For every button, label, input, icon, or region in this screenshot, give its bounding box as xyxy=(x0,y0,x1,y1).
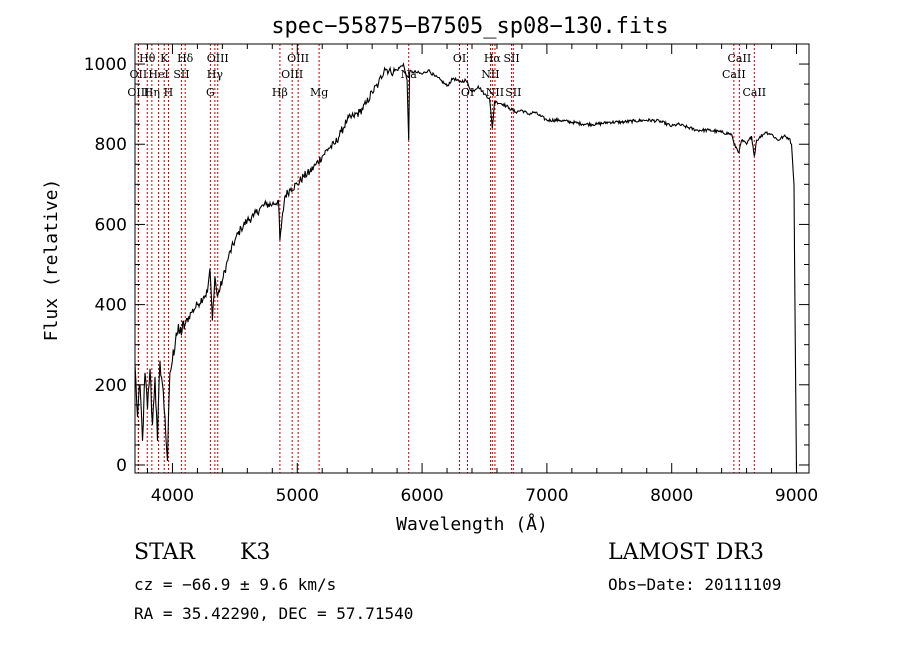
cz-label: cz = xyxy=(134,575,183,594)
line-label: OI xyxy=(453,52,466,65)
y-tick-label: 0 xyxy=(116,456,127,476)
object-class: STAR xyxy=(134,540,195,565)
x-tick-label: 7000 xyxy=(525,486,568,506)
line-label: Hγ xyxy=(207,68,224,81)
chart-title: spec−55875−B7505_sp08−130.fits xyxy=(271,14,668,39)
line-label: OI xyxy=(461,86,474,99)
line-label: Hβ xyxy=(272,86,288,99)
line-label: HeI xyxy=(148,68,168,81)
object-subclass: K3 xyxy=(240,540,271,565)
y-tick-label: 600 xyxy=(95,215,127,235)
redshift-info: cz = −66.9 ± 9.6 km/s xyxy=(134,575,336,594)
y-tick-label: 400 xyxy=(95,296,127,316)
survey-name: LAMOST DR3 xyxy=(608,540,764,565)
line-label: CaII xyxy=(722,68,746,81)
line-label: K xyxy=(160,52,169,65)
line-label: OII xyxy=(130,68,148,81)
y-tick-label: 200 xyxy=(95,376,127,396)
x-tick-label: 8000 xyxy=(650,486,693,506)
line-label: H xyxy=(164,86,174,99)
flux-series-line xyxy=(134,62,798,474)
line-label: OIII xyxy=(287,52,309,65)
line-label: G xyxy=(206,86,215,99)
y-tick-label: 1000 xyxy=(84,55,127,75)
line-label: CaII xyxy=(742,86,766,99)
line-label: SII xyxy=(505,86,521,99)
line-label: OIII xyxy=(281,68,303,81)
line-label: CaII xyxy=(728,52,752,65)
line-label: SII xyxy=(503,52,519,65)
line-label: Hδ xyxy=(177,52,194,65)
x-tick-label: 4000 xyxy=(151,486,194,506)
line-label: Hη xyxy=(144,86,160,99)
line-label: OIII xyxy=(127,86,149,99)
line-label: Hα xyxy=(484,52,502,65)
coordinates: RA = 35.42290, DEC = 57.71540 xyxy=(134,604,414,623)
line-label: Hθ xyxy=(139,52,156,65)
plot-frame xyxy=(134,43,810,474)
x-tick-label: 9000 xyxy=(775,486,818,506)
x-axis-label: Wavelength (Å) xyxy=(396,513,548,535)
line-label: Na xyxy=(401,68,418,81)
line-label: OIII xyxy=(207,52,229,65)
x-tick-label: 6000 xyxy=(400,486,443,506)
line-label: Mg xyxy=(310,86,328,99)
line-label: NII xyxy=(481,68,499,81)
axis-ticks: 4000 5000 6000 7000 8000 9000 0 200 400 600 800 100… xyxy=(84,44,818,506)
y-axis-label: Flux (relative) xyxy=(41,179,62,342)
y-tick-label: 800 xyxy=(95,135,127,155)
observation-date: Obs−Date: 20111109 xyxy=(608,575,782,594)
cz-value: −66.9 ± 9.6 km/s xyxy=(182,575,337,594)
emission-line-markers xyxy=(137,44,755,473)
x-tick-label: 5000 xyxy=(276,486,319,506)
line-label: SII xyxy=(173,68,189,81)
line-label: NII xyxy=(486,86,504,99)
